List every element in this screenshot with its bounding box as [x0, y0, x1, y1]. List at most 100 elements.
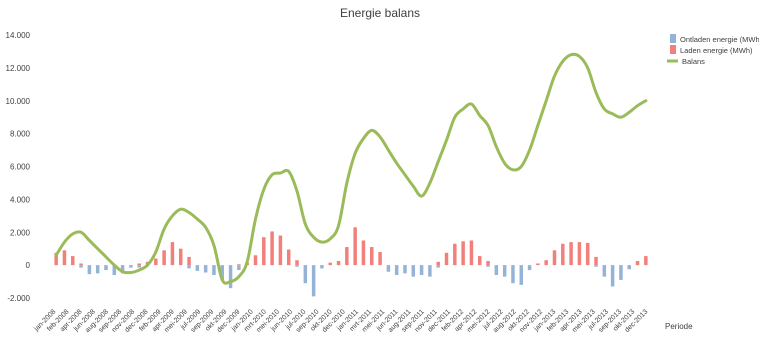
legend-label-laden: Laden energie (MWh) — [680, 46, 753, 55]
bar-ontladen — [320, 265, 324, 269]
bar-laden — [286, 249, 291, 266]
bar-laden — [436, 261, 440, 266]
bar-ontladen — [602, 265, 607, 277]
y-tick-label: 6.000 — [10, 163, 31, 172]
y-tick-label: 10.000 — [6, 97, 31, 106]
bar-laden — [345, 247, 349, 266]
bar-ontladen — [303, 265, 308, 284]
bar-laden — [328, 262, 332, 266]
bar-ontladen — [627, 265, 631, 270]
bar-ontladen — [511, 265, 515, 284]
bar-laden — [486, 261, 490, 266]
bar-laden — [71, 256, 75, 266]
bar-laden — [378, 251, 382, 266]
bar-laden — [552, 250, 557, 266]
bar-ontladen — [120, 265, 125, 274]
bar-ontladen — [610, 265, 615, 287]
bar-ontladen — [295, 265, 299, 267]
bar-laden — [635, 261, 640, 266]
y-tick-label: 2.000 — [10, 228, 31, 237]
bar-ontladen — [220, 265, 225, 280]
bar-ontladen — [519, 265, 524, 285]
bar-laden — [594, 256, 598, 266]
bar-laden — [178, 248, 183, 266]
legend-swatch-ontladen — [670, 34, 676, 43]
bar-laden — [477, 256, 482, 266]
bar-laden — [187, 256, 191, 266]
bar-laden — [561, 243, 565, 266]
y-tick-label: 8.000 — [10, 130, 31, 139]
legend-label-ontladen: Ontladen energie (MWh) — [680, 35, 759, 44]
bar-ontladen — [436, 265, 440, 268]
bar-ontladen — [494, 265, 499, 275]
bar-laden — [453, 243, 457, 266]
y-tick-label: 12.000 — [6, 64, 31, 73]
bar-ontladen — [386, 265, 391, 272]
chart-title: Energie balans — [340, 6, 420, 20]
bar-laden — [336, 261, 341, 266]
x-axis-label: Periode — [665, 322, 693, 331]
bar-laden — [536, 263, 540, 266]
bar-laden — [444, 252, 449, 266]
bar-laden — [585, 242, 590, 266]
bar-laden — [295, 260, 299, 266]
bar-ontladen — [203, 265, 208, 273]
bar-laden — [461, 241, 465, 266]
bar-ontladen — [502, 265, 507, 277]
line-balans — [54, 52, 648, 285]
bar-laden — [469, 240, 474, 266]
bar-ontladen — [428, 265, 432, 277]
bar-laden — [162, 250, 166, 266]
bar-ontladen — [112, 265, 117, 275]
bar-laden — [278, 235, 283, 266]
x-axis: jan-2008feb-2008apr-2008jun-2008aug-2008… — [32, 308, 649, 334]
bar-ontladen — [237, 265, 241, 271]
legend-swatch-laden — [670, 45, 676, 54]
bar-laden — [237, 264, 241, 266]
bar-ontladen — [129, 265, 133, 268]
series-ontladen-bars — [79, 265, 631, 297]
bar-laden — [577, 242, 582, 266]
bar-ontladen — [187, 265, 191, 269]
legend: Ontladen energie (MWh) Laden energie (MW… — [667, 34, 759, 66]
bar-laden — [54, 252, 58, 266]
bar-ontladen — [411, 265, 416, 277]
bar-ontladen — [311, 265, 316, 297]
bar-laden — [137, 263, 141, 266]
bar-ontladen — [104, 265, 108, 271]
bar-ontladen — [419, 265, 424, 275]
y-axis: -2.000 0 2.000 4.000 6.000 8.000 10.000 12.000 1… — [6, 31, 31, 303]
bar-laden — [361, 240, 366, 266]
y-tick-label: -2.000 — [7, 294, 30, 303]
bar-ontladen — [228, 265, 233, 289]
bar-ontladen — [212, 265, 216, 275]
bar-laden — [253, 255, 258, 266]
bar-ontladen — [137, 265, 141, 268]
bar-ontladen — [79, 265, 83, 268]
bar-ontladen — [594, 265, 598, 267]
series-balans-line — [54, 52, 648, 285]
bar-ontladen — [527, 265, 532, 271]
bar-ontladen — [87, 265, 92, 275]
bar-laden — [544, 260, 548, 266]
bar-ontladen — [95, 265, 100, 274]
bar-laden — [262, 237, 266, 266]
bar-laden — [79, 263, 83, 266]
legend-label-balans: Balans — [682, 57, 705, 66]
bar-laden — [353, 227, 357, 266]
bar-ontladen — [486, 265, 490, 267]
bar-laden — [170, 242, 175, 266]
bar-laden — [569, 242, 573, 266]
bar-ontladen — [619, 265, 623, 280]
bar-laden — [62, 250, 67, 266]
bar-laden — [154, 258, 158, 266]
bar-ontladen — [394, 265, 399, 275]
bar-laden — [644, 256, 648, 266]
y-tick-label: 4.000 — [10, 195, 31, 204]
bar-ontladen — [403, 265, 407, 274]
bar-ontladen — [195, 265, 200, 271]
y-tick-label: 0 — [26, 261, 31, 270]
bar-laden — [270, 231, 274, 266]
